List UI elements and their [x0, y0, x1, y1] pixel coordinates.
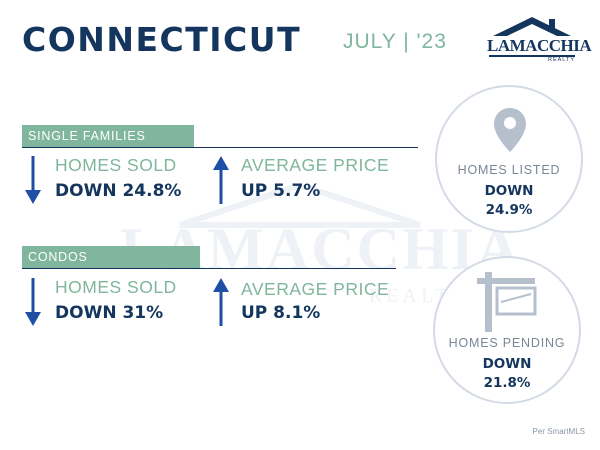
section-single-families: SINGLE FAMILIES: [22, 125, 194, 147]
logo-sub: REALTY: [548, 57, 575, 63]
condo-homes-sold-label: HOMES SOLD: [55, 277, 177, 297]
logo-name: LAMACCHIA: [487, 36, 592, 55]
arrow-down-icon: [25, 156, 41, 204]
sf-homes-sold-value: DOWN 24.8%: [55, 181, 182, 201]
homes-pending-direction: DOWN: [482, 356, 532, 372]
homes-listed-label: HOMES LISTED: [457, 163, 561, 177]
homes-pending-value: 21.8%: [483, 375, 531, 391]
logo-roof-icon: [493, 17, 571, 36]
sf-homes-sold-label: HOMES SOLD: [55, 155, 177, 175]
watermark-house-icon: [179, 181, 421, 228]
company-logo: LAMACCHIA REALTY: [487, 14, 592, 66]
map-pin-icon: [494, 108, 526, 152]
homes-listed-direction: DOWN: [484, 183, 534, 199]
source-note: Per SmartMLS: [532, 427, 585, 436]
homes-pending-label: HOMES PENDING: [448, 336, 566, 350]
arrow-up-icon: [213, 278, 229, 326]
arrow-down-icon: [25, 278, 41, 326]
section-divider: [22, 268, 396, 269]
homes-listed-card: HOMES LISTED DOWN 24.9%: [435, 85, 583, 233]
condo-average-price-value: UP 8.1%: [241, 303, 321, 323]
homes-pending-card: HOMES PENDING DOWN 21.8%: [433, 256, 581, 404]
homes-listed-value: 24.9%: [485, 202, 533, 218]
sf-average-price-label: AVERAGE PRICE: [241, 155, 390, 175]
report-date: JULY | '23: [343, 30, 447, 53]
logo-divider: [489, 55, 575, 57]
section-condos: CONDOS: [22, 246, 200, 268]
section-divider: [22, 147, 418, 148]
sf-average-price-value: UP 5.7%: [241, 181, 321, 201]
arrow-up-icon: [213, 156, 229, 204]
sign-post-icon: [477, 272, 537, 332]
page-title: CONNECTICUT: [22, 20, 302, 59]
condo-homes-sold-value: DOWN 31%: [55, 303, 164, 323]
condo-average-price-label: AVERAGE PRICE: [241, 279, 390, 299]
